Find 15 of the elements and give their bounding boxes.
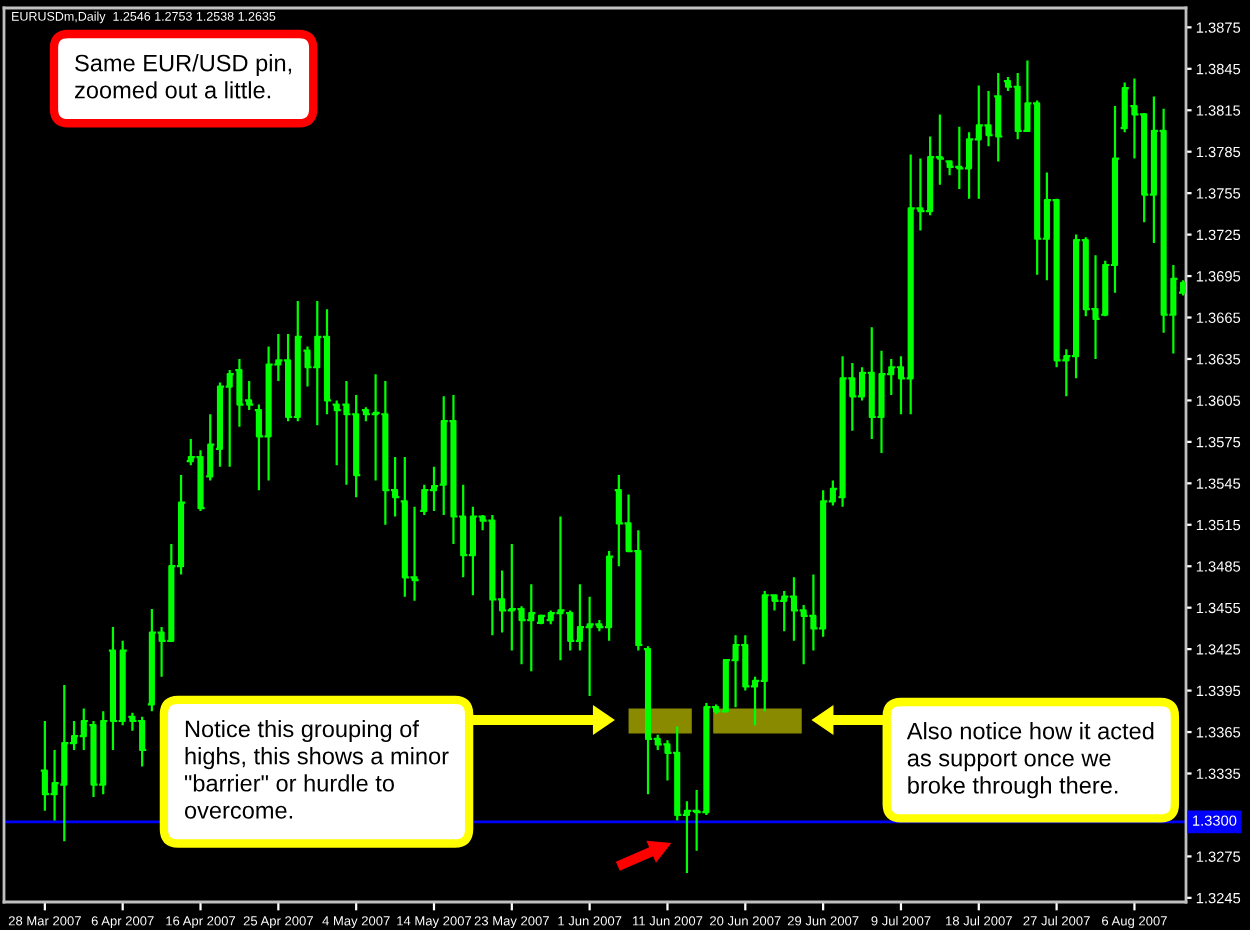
candlestick [39,719,51,812]
candlestick [136,715,148,768]
candlestick [954,125,965,191]
candlestick [730,634,741,709]
candlestick [613,473,625,568]
annotation: Notice this grouping of highs, this shows a minor "barrier" or hurdle to overcome. [184,719,449,819]
annotation: Also notice how it acted as support once we broke through there. [906,722,1154,799]
candlestick [642,645,654,796]
annotation: Same EUR/USD pin, zoomed out a little. [75,54,292,99]
candlestick [59,683,70,843]
candlestick [380,379,391,526]
candlestick [555,515,566,662]
candlestick [399,455,411,598]
candlestick [837,355,848,508]
candlestick [487,514,498,637]
